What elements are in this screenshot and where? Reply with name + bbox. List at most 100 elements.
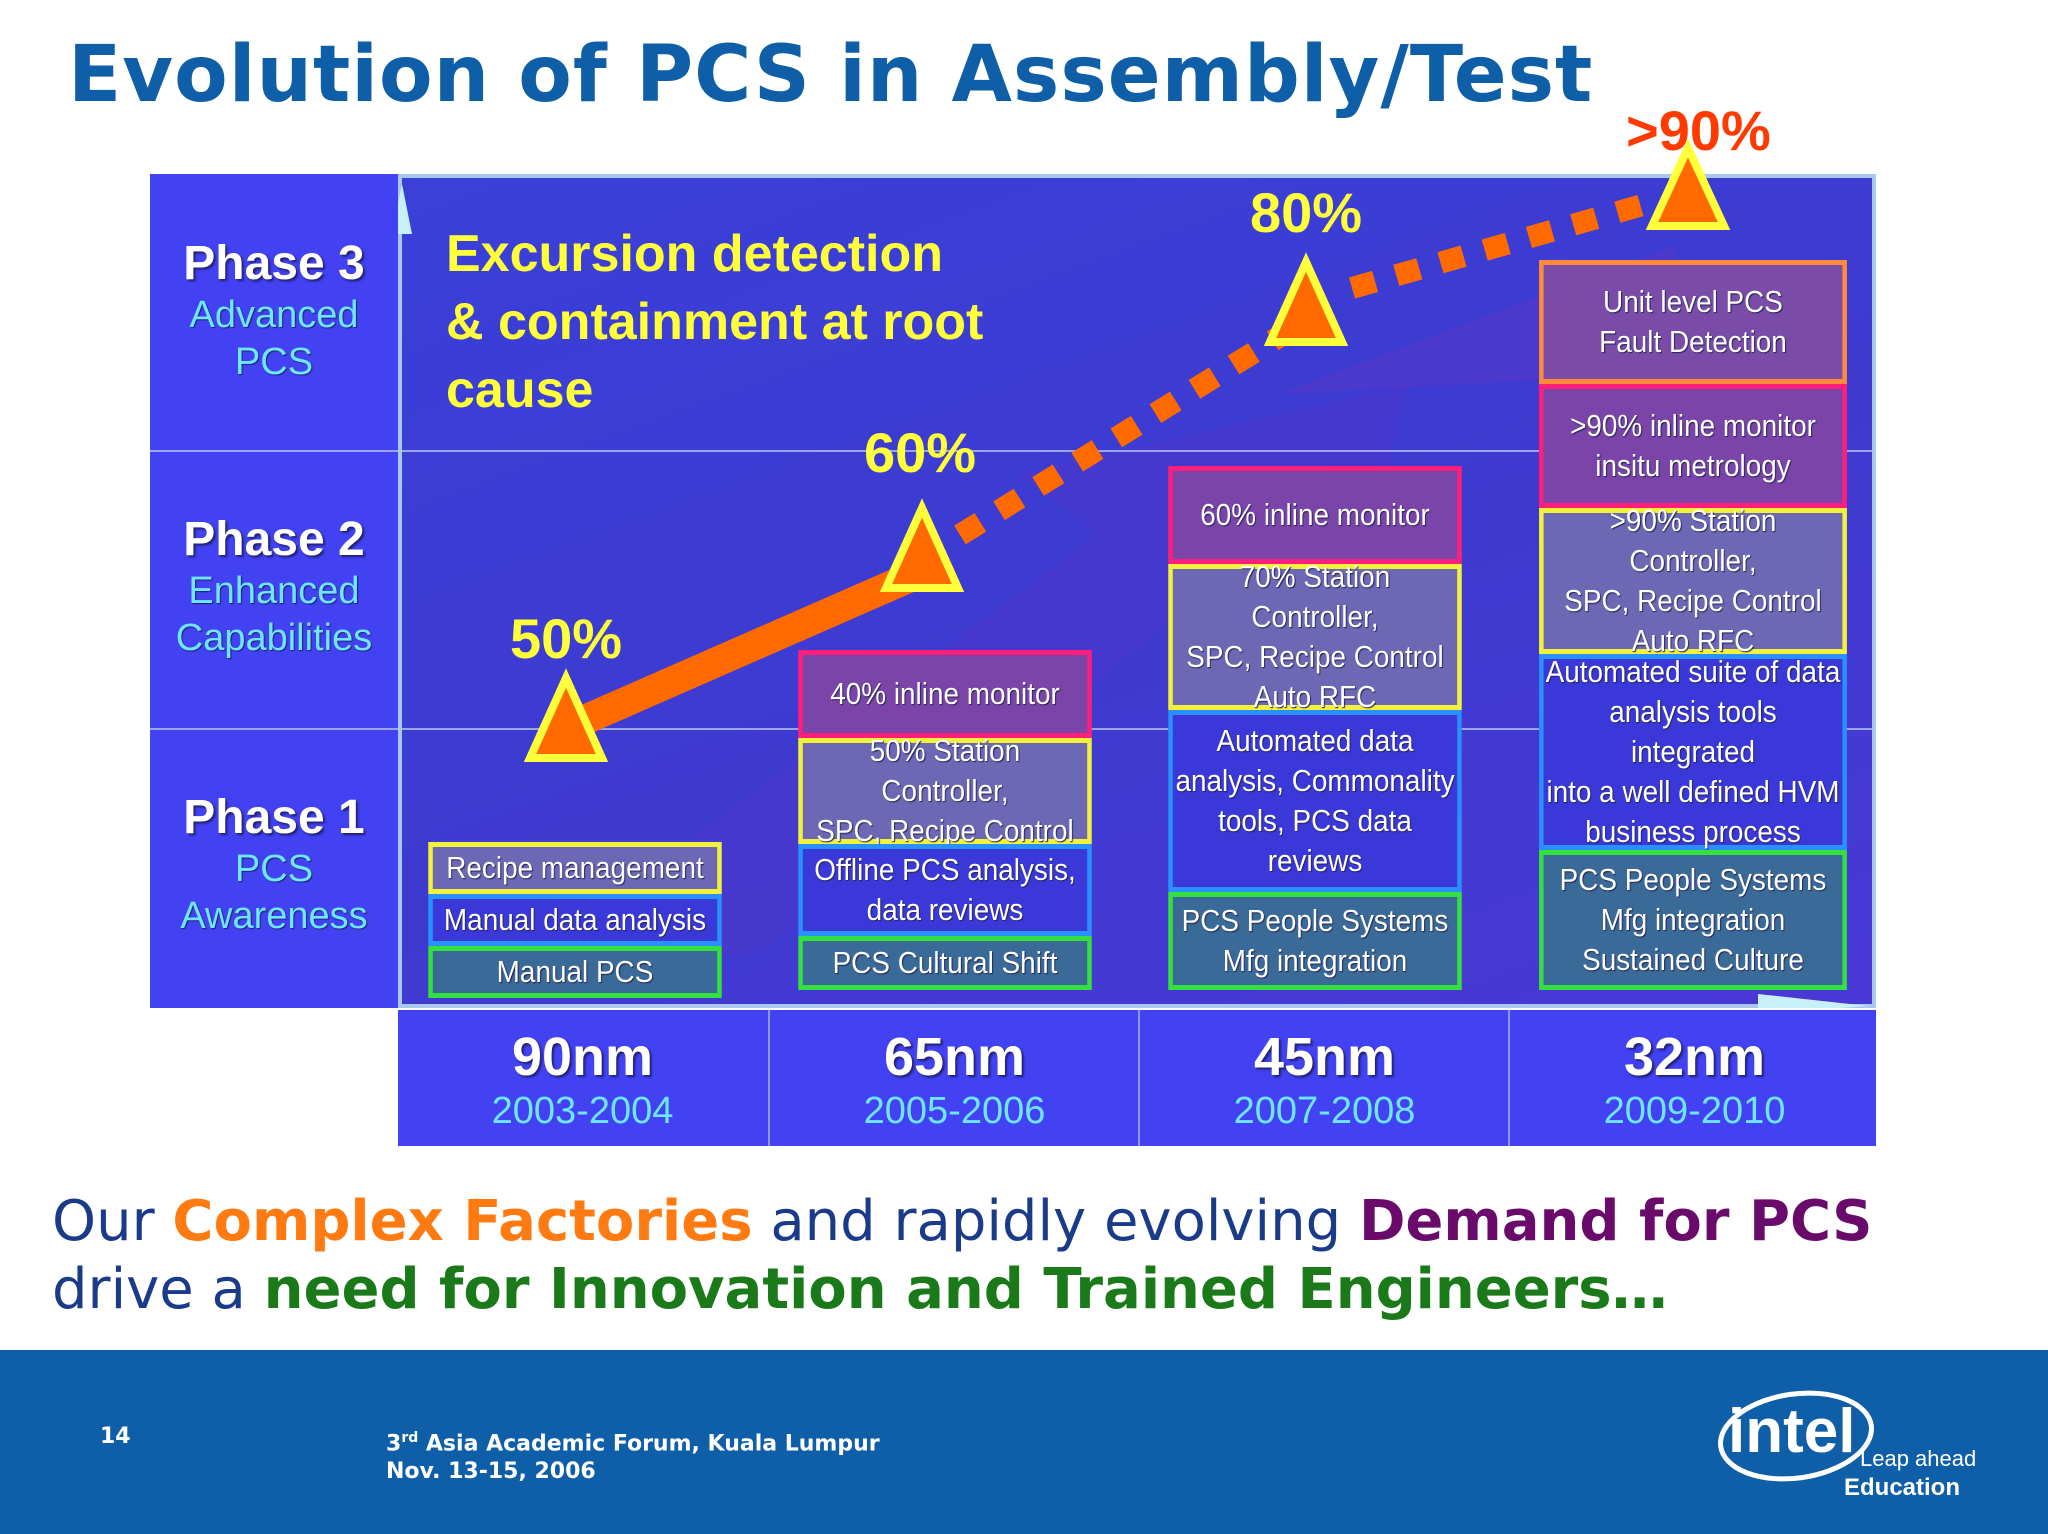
phase-title: Phase 2 [183,513,365,566]
slide-title: Evolution of PCS in Assembly/Test [68,30,1594,120]
node-years: 2007-2008 [1233,1090,1416,1132]
node-years: 2003-2004 [491,1090,674,1132]
summary-statement: Our Complex Factories and rapidly evolvi… [52,1188,2012,1324]
milestone-80-triangle [1263,252,1349,346]
box-line: SPC, Recipe Control [1186,639,1444,674]
box-line: 70% Station Controller, [1239,559,1391,634]
node-cell: 45nm 2007-2008 [1138,1010,1509,1146]
box-line: 50% Station Controller, [869,733,1021,808]
phase-divider [150,728,398,730]
node-cell: 65nm 2005-2006 [768,1010,1139,1146]
logo-swoosh-icon [1718,1390,1874,1482]
trend-dashed-segment [1348,189,1664,299]
manual-analysis-box: Manual data analysis [428,894,722,946]
box-line: Fault Detection [1599,324,1787,359]
box-line: Auto RFC [1253,679,1377,714]
box-line: Sustained Culture [1582,942,1804,977]
box-line: Unit level PCS [1603,284,1783,319]
box-text: 60% inline monitor [1200,497,1430,532]
station-controller-90-box: >90% Station Controller, SPC, Recipe Cont… [1539,503,1847,658]
box-line: Automated data [1216,723,1414,758]
cultural-shift-box: PCS Cultural Shift [798,936,1092,990]
automated-data-box: Automated data analysis, Commonality tools… [1168,710,1462,892]
box-line: SPC, Recipe Control [1564,583,1822,618]
box-text: Manual data analysis [443,902,707,937]
box-text: 40% inline monitor [830,676,1060,711]
box-line: PCS People Systems [1559,862,1827,897]
phase-divider [398,728,1876,730]
forum-info: 3rd Asia Academic Forum, Kuala Lumpur No… [386,1424,880,1486]
node-cell: 90nm 2003-2004 [398,1010,767,1146]
milestone-60-triangle [879,498,965,592]
pct-90-label: >90% [1626,99,1771,162]
people-systems-45-box: PCS People Systems Mfg integration [1168,892,1462,990]
phase-title: Phase 3 [183,237,365,290]
complex-factories-text: Complex Factories [172,1189,753,1254]
station-controller-70-box: 70% Station Controller, SPC, Recipe Contr… [1168,559,1462,714]
callout-line: Excursion detection [446,225,943,283]
box-line: >90% Station Controller, [1609,503,1777,578]
phase-divider [398,450,1876,452]
phase-2-label: Phase 2 Enhanced Capabilities [150,512,398,662]
box-line: analysis tools integrated [1609,694,1777,769]
logo-word: intel [1728,1397,1856,1466]
node-name: 90nm [511,1027,654,1087]
phase-subtitle: PCS [234,848,314,890]
node-years: 2009-2010 [1603,1090,1786,1132]
phase-divider [150,450,398,452]
box-line: analysis, Commonality [1175,763,1455,798]
box-line: business process [1585,814,1801,849]
summary-line-2: drive a need for Innovation and Trained … [52,1256,2012,1324]
phase-subtitle: Enhanced [188,570,360,612]
box-line: insitu metrology [1595,448,1791,483]
phase-subtitle: Awareness [180,895,368,937]
milestone-50-triangle [523,668,609,762]
box-line: Auto RFC [1631,623,1755,658]
box-line: Mfg integration [1600,902,1786,937]
box-line: SPC, Recipe Control [816,813,1074,848]
phase-1-label: Phase 1 PCS Awareness [150,790,398,940]
forum-ordinal: 3 [386,1431,402,1457]
milestone-90-triangle [1645,138,1731,230]
automated-suite-box: Automated suite of data analysis tools in… [1539,654,1847,850]
box-line: >90% inline monitor [1570,408,1816,443]
callout-line: & containment at root [446,293,984,351]
callout-line: cause [446,361,594,419]
box-line: Offline PCS analysis, [814,852,1076,887]
summary-text: and rapidly evolving [752,1189,1359,1254]
demand-for-pcs-text: Demand for PCS [1358,1189,1873,1254]
box-text: PCS Cultural Shift [832,945,1058,980]
box-line: tools, PCS data reviews [1218,803,1412,878]
node-name: 65nm [883,1027,1026,1087]
box-text: Recipe management [446,850,704,885]
excursion-callout: Excursion detection & containment at roo… [446,220,1066,424]
summary-text: drive a [52,1257,264,1322]
intel-logo: intel Leap ahead Education [1718,1388,1978,1508]
station-controller-50-box: 50% Station Controller, SPC, Recipe Contr… [798,733,1092,848]
people-systems-32-box: PCS People Systems Mfg integration Sustain… [1539,850,1847,990]
box-text: Manual PCS [496,954,654,989]
forum-ordinal-suffix: rd [401,1430,419,1446]
forum-dates: Nov. 13-15, 2006 [386,1459,596,1485]
inline-monitor-60-box: 60% inline monitor [1168,466,1462,564]
page-number: 14 [100,1424,131,1449]
technology-node-row: 90nm 2003-2004 65nm 2005-2006 45nm 2007-… [398,1010,1876,1146]
node-name: 45nm [1253,1027,1396,1087]
node-cell: 32nm 2009-2010 [1508,1010,1879,1146]
phase-title: Phase 1 [183,791,365,844]
node-name: 32nm [1623,1027,1766,1087]
phase-subtitle: PCS [234,341,314,383]
trend-dashed-segment [954,320,1296,545]
offline-analysis-box: Offline PCS analysis, data reviews [798,844,1092,936]
phase-3-label: Phase 3 Advanced PCS [150,236,398,386]
box-line: PCS People Systems [1181,903,1449,938]
recipe-management-box: Recipe management [428,842,722,894]
phase-subtitle: Advanced [189,294,359,336]
phase-subtitle: Capabilities [175,617,373,659]
inline-monitor-90-box: >90% inline monitor insitu metrology [1539,384,1847,508]
logo-tagline: Leap ahead [1860,1446,1977,1471]
box-line: data reviews [866,892,1024,927]
pct-80-label: 80% [1250,181,1363,244]
footer-bar [0,1350,2048,1534]
